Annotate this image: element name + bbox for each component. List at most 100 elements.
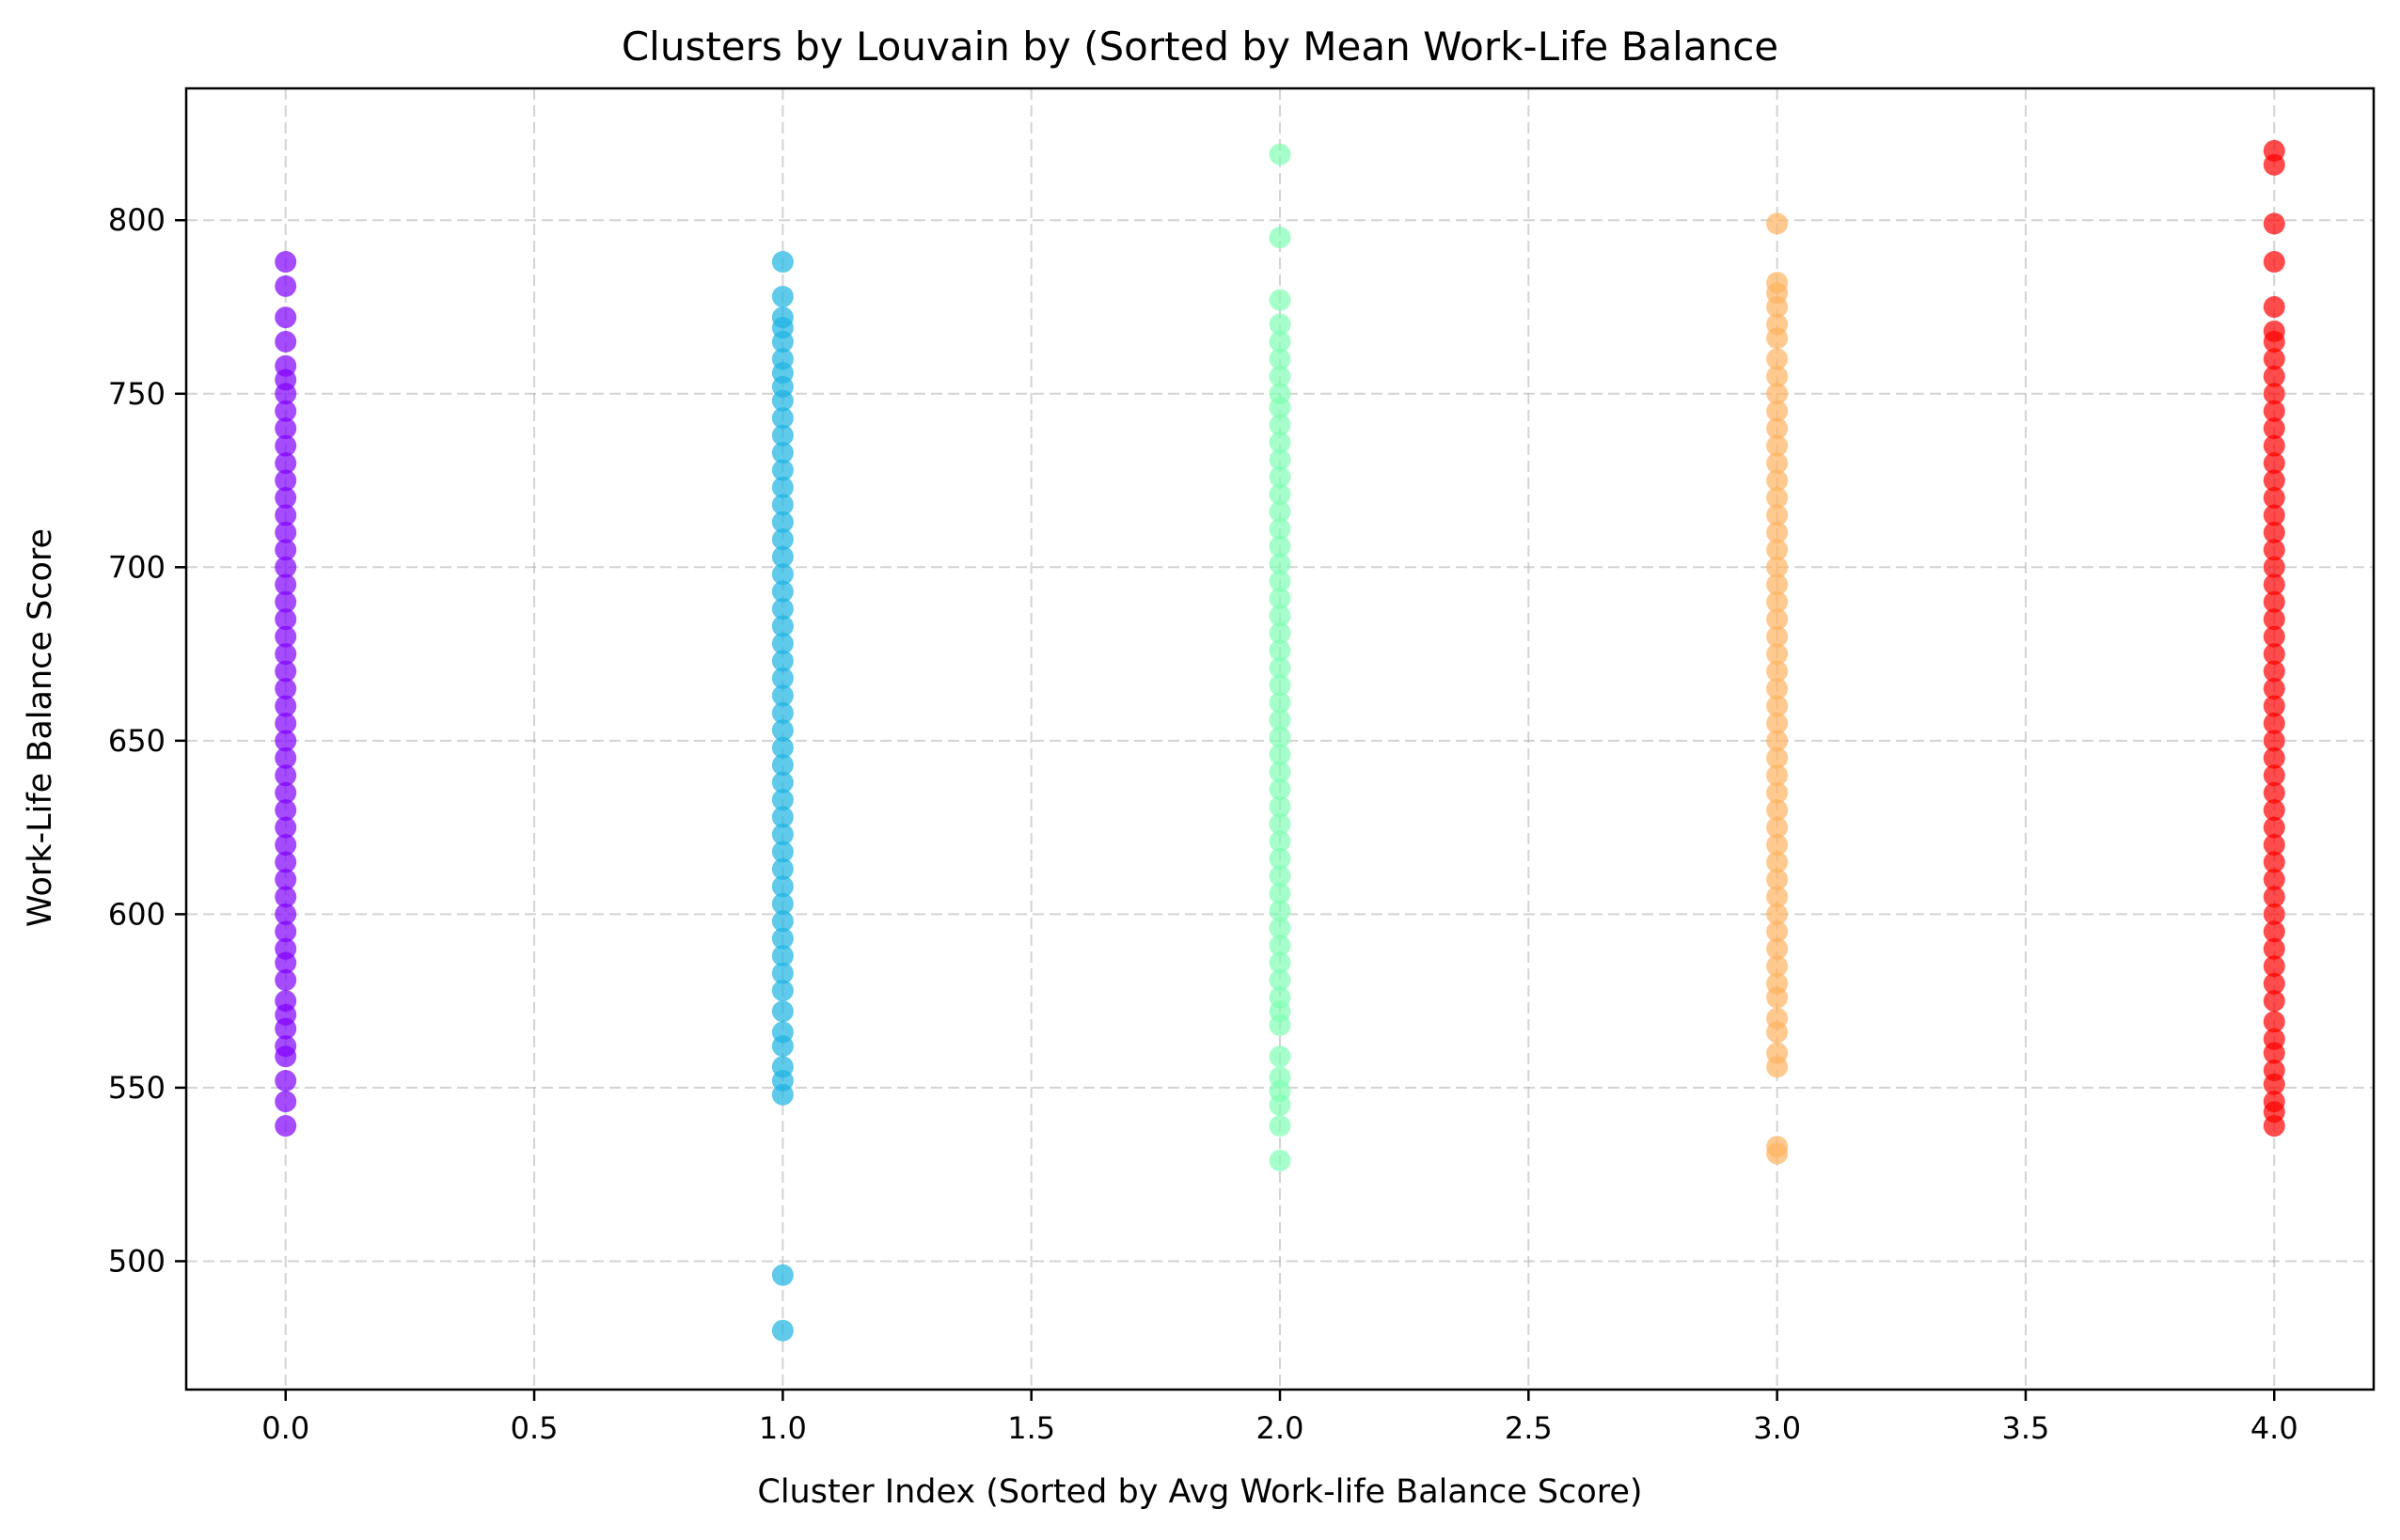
data-point — [275, 868, 297, 890]
data-point — [771, 528, 794, 551]
data-point — [275, 799, 297, 822]
data-point — [771, 719, 794, 742]
data-point — [1269, 1149, 1291, 1171]
y-tick-label: 600 — [108, 896, 166, 932]
data-point — [771, 476, 794, 498]
data-point — [771, 545, 794, 568]
data-point — [2263, 1091, 2285, 1113]
data-point — [2263, 695, 2285, 717]
data-point — [771, 892, 794, 915]
data-point — [1766, 746, 1789, 769]
data-point — [275, 746, 297, 769]
data-point — [2263, 799, 2285, 822]
data-point — [1766, 434, 1789, 457]
data-point — [1766, 660, 1789, 683]
data-point — [2263, 660, 2285, 683]
data-point — [2263, 486, 2285, 509]
data-point — [771, 857, 794, 880]
data-point — [275, 556, 297, 578]
data-point — [2263, 834, 2285, 856]
data-point — [275, 354, 297, 377]
data-point — [2263, 625, 2285, 648]
data-point — [1269, 778, 1291, 801]
data-point — [1269, 882, 1291, 904]
data-point — [275, 730, 297, 752]
data-point — [2263, 851, 2285, 873]
cluster-3-points — [1766, 212, 1789, 1165]
data-point — [2263, 903, 2285, 925]
data-point — [275, 834, 297, 856]
data-point — [771, 736, 794, 759]
data-point — [1766, 383, 1789, 405]
data-point — [2263, 556, 2285, 578]
data-point — [2263, 521, 2285, 543]
data-point — [275, 590, 297, 613]
data-point — [1269, 330, 1291, 353]
data-point — [1766, 574, 1789, 596]
data-point — [1269, 900, 1291, 922]
data-point — [771, 684, 794, 707]
data-point — [1766, 486, 1789, 509]
x-tick-label: 2.5 — [1505, 1410, 1553, 1446]
data-point — [771, 910, 794, 933]
data-point — [1766, 469, 1789, 492]
data-point — [275, 504, 297, 526]
data-point — [2263, 504, 2285, 526]
data-point — [2263, 746, 2285, 769]
data-point — [1766, 625, 1789, 648]
y-tick-label: 700 — [108, 549, 166, 585]
x-tick-label: 0.0 — [261, 1410, 309, 1446]
data-point — [771, 407, 794, 430]
data-point — [771, 980, 794, 1002]
data-point — [2263, 139, 2285, 162]
data-point — [1766, 504, 1789, 526]
data-point — [771, 306, 794, 329]
cluster-4-points — [2263, 139, 2285, 1138]
data-point — [1766, 955, 1789, 978]
data-point — [1269, 289, 1291, 311]
data-point — [771, 1264, 794, 1286]
data-point — [1269, 500, 1291, 523]
x-tick-label: 4.0 — [2250, 1410, 2298, 1446]
data-point — [1269, 656, 1291, 679]
data-point — [275, 643, 297, 666]
data-point — [771, 1000, 794, 1023]
data-point — [1269, 465, 1291, 488]
data-point — [2263, 764, 2285, 787]
y-tick-label: 750 — [108, 376, 166, 412]
data-point — [275, 920, 297, 943]
data-point — [275, 695, 297, 717]
data-point — [771, 927, 794, 950]
data-point — [771, 650, 794, 672]
data-point — [2263, 574, 2285, 596]
data-point — [1269, 518, 1291, 541]
data-point — [1766, 272, 1789, 294]
cluster-0-points — [275, 251, 297, 1138]
data-point — [275, 608, 297, 631]
data-point — [771, 1021, 794, 1044]
cluster-2-points — [1269, 143, 1291, 1171]
data-point — [2263, 955, 2285, 978]
data-point — [1269, 935, 1291, 957]
data-point — [771, 615, 794, 637]
data-point — [2263, 712, 2285, 734]
data-point — [771, 701, 794, 724]
data-point — [1269, 535, 1291, 558]
x-axis-label: Cluster Index (Sorted by Avg Work-life B… — [757, 1473, 1642, 1511]
data-point — [1766, 903, 1789, 925]
data-point — [771, 875, 794, 898]
x-tick-label: 3.5 — [2002, 1410, 2050, 1446]
data-point — [2263, 251, 2285, 274]
data-point — [275, 1035, 297, 1058]
data-point — [2263, 886, 2285, 908]
data-point — [771, 633, 794, 655]
data-point — [2263, 469, 2285, 492]
data-point — [771, 348, 794, 370]
data-point — [275, 764, 297, 787]
data-point — [1766, 556, 1789, 578]
data-point — [1269, 1045, 1291, 1068]
data-point — [1269, 969, 1291, 992]
data-point — [275, 330, 297, 353]
data-point — [1766, 400, 1789, 422]
